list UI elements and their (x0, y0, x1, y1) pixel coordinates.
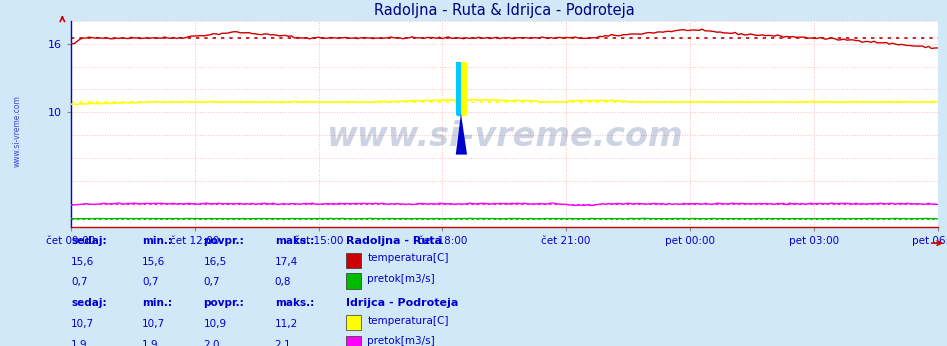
Text: 2,0: 2,0 (204, 340, 220, 346)
Text: pretok[m3/s]: pretok[m3/s] (367, 336, 436, 346)
Text: 2,1: 2,1 (275, 340, 292, 346)
Text: min.:: min.: (142, 298, 172, 308)
Text: sedaj:: sedaj: (71, 298, 107, 308)
Text: sedaj:: sedaj: (71, 236, 107, 246)
Text: 0,7: 0,7 (204, 277, 220, 288)
Text: 1,9: 1,9 (71, 340, 88, 346)
Text: 0,7: 0,7 (142, 277, 158, 288)
Text: 0,8: 0,8 (275, 277, 291, 288)
Text: Radoljna - Ruta: Radoljna - Ruta (346, 236, 441, 246)
Text: 11,2: 11,2 (275, 319, 298, 329)
Text: maks.:: maks.: (275, 298, 313, 308)
Text: povpr.:: povpr.: (204, 298, 244, 308)
Text: temperatura[C]: temperatura[C] (367, 253, 449, 263)
Text: 17,4: 17,4 (275, 257, 298, 267)
Text: min.:: min.: (142, 236, 172, 246)
Text: temperatura[C]: temperatura[C] (367, 316, 449, 326)
Text: 16,5: 16,5 (204, 257, 227, 267)
Text: pretok[m3/s]: pretok[m3/s] (367, 274, 436, 284)
Text: 10,7: 10,7 (71, 319, 94, 329)
Text: povpr.:: povpr.: (204, 236, 244, 246)
Text: www.si-vreme.com: www.si-vreme.com (12, 95, 22, 167)
Polygon shape (456, 113, 467, 155)
Text: 15,6: 15,6 (142, 257, 166, 267)
Polygon shape (461, 62, 467, 116)
Text: 15,6: 15,6 (71, 257, 95, 267)
Text: 10,7: 10,7 (142, 319, 165, 329)
Text: 0,7: 0,7 (71, 277, 87, 288)
Text: 1,9: 1,9 (142, 340, 159, 346)
Title: Radoljna - Ruta & Idrijca - Podroteja: Radoljna - Ruta & Idrijca - Podroteja (374, 3, 634, 18)
Text: 10,9: 10,9 (204, 319, 226, 329)
Text: Idrijca - Podroteja: Idrijca - Podroteja (346, 298, 458, 308)
Text: www.si-vreme.com: www.si-vreme.com (326, 120, 683, 153)
Polygon shape (456, 62, 461, 116)
Text: maks.:: maks.: (275, 236, 313, 246)
